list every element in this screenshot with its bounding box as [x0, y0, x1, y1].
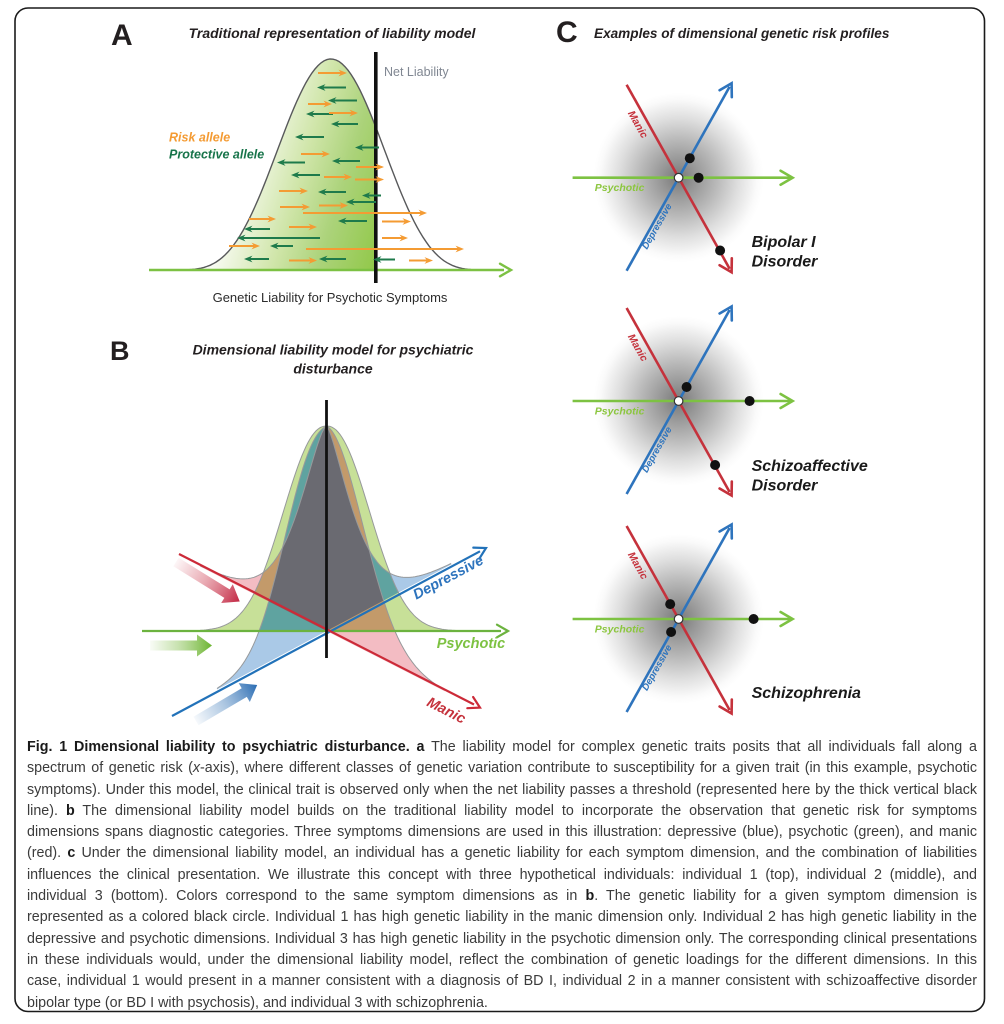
svg-text:Psychotic: Psychotic — [595, 182, 645, 194]
svg-text:Disorder: Disorder — [752, 254, 819, 271]
svg-text:Schizoaffective: Schizoaffective — [752, 458, 868, 475]
svg-text:B: B — [110, 336, 130, 366]
svg-text:Disorder: Disorder — [752, 478, 819, 495]
svg-text:Protective allele: Protective allele — [169, 148, 264, 162]
svg-text:Genetic Liability for Psychoti: Genetic Liability for Psychotic Symptoms — [213, 290, 448, 305]
svg-text:Bipolar I: Bipolar I — [752, 234, 817, 251]
svg-text:Examples of dimensional geneti: Examples of dimensional genetic risk pro… — [594, 26, 890, 41]
svg-text:Net Liability: Net Liability — [384, 65, 449, 79]
svg-text:Psychotic: Psychotic — [595, 406, 645, 418]
svg-text:Psychotic: Psychotic — [437, 636, 506, 652]
svg-text:C: C — [556, 16, 578, 49]
svg-text:Schizophrenia: Schizophrenia — [752, 685, 861, 702]
svg-text:Psychotic: Psychotic — [595, 624, 645, 636]
svg-text:Risk allele: Risk allele — [169, 131, 230, 145]
svg-text:Traditional representation of: Traditional representation of liability … — [189, 25, 477, 41]
svg-text:disturbance: disturbance — [293, 361, 373, 377]
svg-text:A: A — [111, 19, 133, 52]
svg-text:Dimensional liability model fo: Dimensional liability model for psychiat… — [193, 342, 474, 358]
